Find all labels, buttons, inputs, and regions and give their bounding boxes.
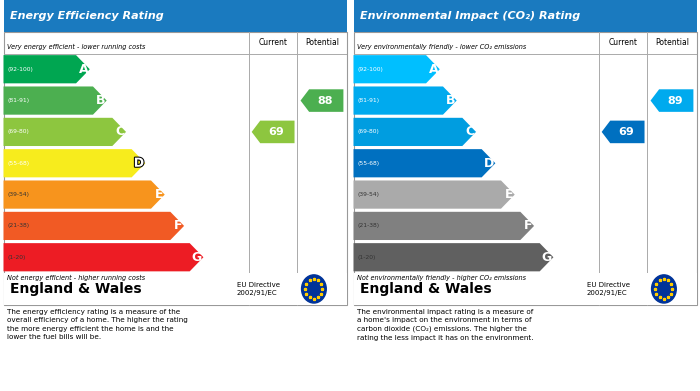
- Circle shape: [302, 275, 326, 303]
- Text: (21-38): (21-38): [8, 223, 29, 228]
- Text: (21-38): (21-38): [358, 223, 379, 228]
- Text: E: E: [155, 188, 163, 201]
- Text: 69: 69: [269, 127, 284, 137]
- Polygon shape: [4, 149, 146, 178]
- Polygon shape: [354, 149, 496, 178]
- Text: (92-100): (92-100): [358, 67, 384, 72]
- Text: Very energy efficient - lower running costs: Very energy efficient - lower running co…: [7, 44, 146, 50]
- Polygon shape: [354, 212, 534, 240]
- Text: Environmental Impact (CO₂) Rating: Environmental Impact (CO₂) Rating: [360, 11, 580, 21]
- FancyBboxPatch shape: [354, 32, 696, 305]
- Text: B: B: [96, 94, 105, 107]
- Text: Current: Current: [258, 38, 288, 47]
- Text: (81-91): (81-91): [8, 98, 29, 103]
- FancyBboxPatch shape: [354, 273, 696, 305]
- Text: Very environmentally friendly - lower CO₂ emissions: Very environmentally friendly - lower CO…: [357, 44, 526, 50]
- Polygon shape: [4, 55, 90, 83]
- Text: (1-20): (1-20): [358, 255, 376, 260]
- Text: F: F: [524, 219, 533, 232]
- Polygon shape: [4, 86, 106, 115]
- FancyBboxPatch shape: [4, 32, 346, 305]
- Text: Energy Efficiency Rating: Energy Efficiency Rating: [10, 11, 164, 21]
- Text: Potential: Potential: [305, 38, 339, 47]
- Polygon shape: [354, 181, 514, 209]
- Polygon shape: [4, 212, 184, 240]
- Text: Not energy efficient - higher running costs: Not energy efficient - higher running co…: [7, 275, 145, 282]
- Polygon shape: [252, 121, 295, 143]
- Polygon shape: [4, 181, 164, 209]
- Text: (69-80): (69-80): [8, 129, 29, 135]
- Text: EU Directive
2002/91/EC: EU Directive 2002/91/EC: [237, 282, 280, 296]
- Polygon shape: [4, 243, 204, 271]
- Text: G: G: [542, 251, 552, 264]
- Text: C: C: [466, 126, 475, 138]
- Text: G: G: [192, 251, 202, 264]
- Polygon shape: [4, 118, 126, 146]
- Text: B: B: [446, 94, 455, 107]
- FancyBboxPatch shape: [4, 0, 346, 32]
- Text: England & Wales: England & Wales: [360, 282, 492, 296]
- Text: (55-68): (55-68): [358, 161, 379, 166]
- Text: D: D: [484, 157, 494, 170]
- Text: England & Wales: England & Wales: [10, 282, 142, 296]
- Text: A: A: [429, 63, 438, 76]
- Text: (55-68): (55-68): [8, 161, 29, 166]
- Text: E: E: [505, 188, 513, 201]
- Polygon shape: [354, 118, 476, 146]
- Text: D: D: [134, 157, 144, 170]
- Text: The energy efficiency rating is a measure of the
overall efficiency of a home. T: The energy efficiency rating is a measur…: [7, 309, 188, 341]
- Text: F: F: [174, 219, 183, 232]
- Polygon shape: [354, 243, 554, 271]
- FancyBboxPatch shape: [4, 273, 346, 305]
- FancyBboxPatch shape: [354, 0, 696, 32]
- Polygon shape: [354, 55, 440, 83]
- Polygon shape: [354, 86, 456, 115]
- Text: (92-100): (92-100): [8, 67, 34, 72]
- Polygon shape: [300, 89, 344, 112]
- Text: 88: 88: [318, 95, 333, 106]
- Text: C: C: [116, 126, 125, 138]
- Text: (39-54): (39-54): [8, 192, 29, 197]
- Text: 89: 89: [668, 95, 683, 106]
- Text: (39-54): (39-54): [358, 192, 379, 197]
- Text: (81-91): (81-91): [358, 98, 379, 103]
- Text: Potential: Potential: [655, 38, 689, 47]
- Text: (69-80): (69-80): [358, 129, 379, 135]
- Polygon shape: [602, 121, 645, 143]
- Text: The environmental impact rating is a measure of
a home's impact on the environme: The environmental impact rating is a mea…: [357, 309, 533, 341]
- Text: Current: Current: [608, 38, 638, 47]
- Text: (1-20): (1-20): [8, 255, 26, 260]
- Text: Not environmentally friendly - higher CO₂ emissions: Not environmentally friendly - higher CO…: [357, 275, 526, 282]
- Text: A: A: [79, 63, 88, 76]
- Text: 69: 69: [619, 127, 634, 137]
- Polygon shape: [650, 89, 694, 112]
- Circle shape: [652, 275, 676, 303]
- Text: EU Directive
2002/91/EC: EU Directive 2002/91/EC: [587, 282, 630, 296]
